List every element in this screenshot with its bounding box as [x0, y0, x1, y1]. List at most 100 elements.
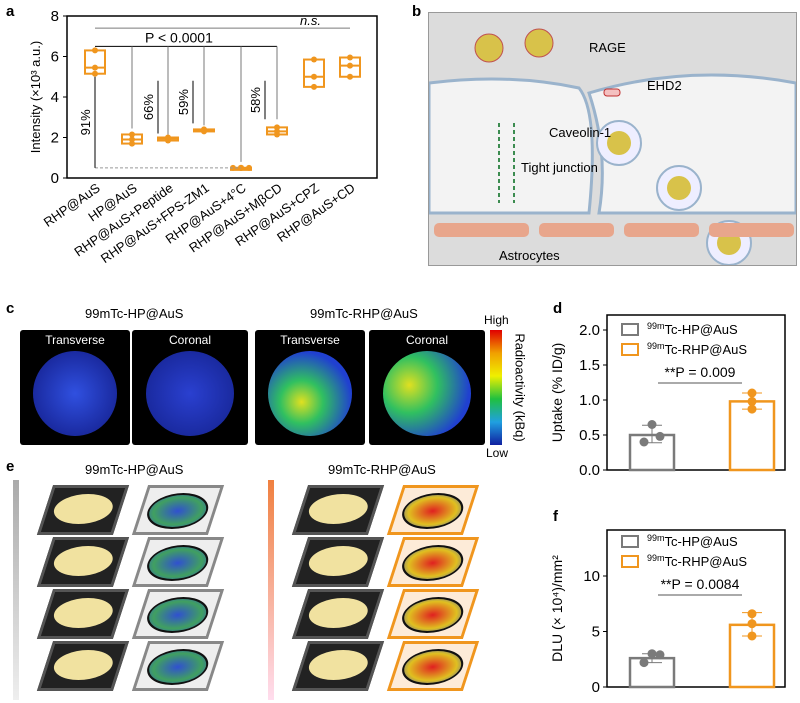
e-left-title: 99mTc-HP@AuS [85, 462, 184, 477]
label-astrocytes: Astrocytes [499, 248, 560, 263]
data-point [747, 404, 757, 414]
p-value-label: P < 0.0001 [145, 29, 213, 45]
colorbar [490, 330, 502, 445]
data-point [347, 62, 353, 69]
y-tick-label: 8 [51, 8, 59, 25]
data-point [201, 127, 207, 134]
orange-arrow [268, 480, 274, 700]
y-tick-label: 1.0 [579, 392, 600, 409]
panel-label-d: d [553, 300, 563, 317]
ns-label: n.s. [300, 13, 321, 28]
panel-label-a: a [6, 3, 15, 20]
brain-slice-photo [36, 485, 130, 535]
data-point [311, 56, 317, 63]
y-tick-label: 6 [51, 49, 59, 66]
y-tick-label: 0.0 [579, 462, 600, 479]
data-point [747, 396, 757, 406]
y-tick-label: 2.0 [579, 322, 600, 339]
c-left-title: 99mTc-HP@AuS [85, 306, 184, 321]
panel-label-f: f [553, 508, 558, 525]
view-label: Coronal [405, 333, 449, 347]
brain-slice-autoradiograph [131, 589, 225, 639]
data-point [655, 650, 665, 660]
data-point [246, 164, 252, 171]
brain-slice-autoradiograph [386, 641, 480, 691]
chart-f: 0 5 10 DLU (× 10⁴)/mm² 99mTc-HP@AuS 99mTc-RHP… [549, 529, 786, 696]
data-point [92, 64, 98, 71]
bbb-schematic: RAGE EHD2 Caveolin-1 Tight junction Astr… [427, 12, 798, 266]
legend-swatch [621, 555, 639, 568]
legend-label: 99mTc-HP@AuS [647, 533, 738, 549]
data-point [274, 131, 280, 138]
y-tick-label: 0 [51, 170, 59, 187]
brain-slice-autoradiograph [386, 485, 480, 535]
data-point [129, 140, 135, 147]
y-tick-label: 0.5 [579, 427, 600, 444]
legend-label: 99mTc-RHP@AuS [647, 553, 747, 569]
label-rage: RAGE [589, 40, 626, 55]
colorbar-low: Low [486, 446, 509, 460]
y-tick-label: 5 [592, 624, 600, 641]
panel-label-b: b [412, 3, 422, 20]
y-tick-label: 2 [51, 130, 59, 147]
panel-label-e: e [6, 458, 15, 475]
brain-slice-photo [291, 641, 385, 691]
data-point [347, 73, 353, 80]
brain-slice-autoradiograph [131, 641, 225, 691]
legend-label: 99mTc-HP@AuS [647, 321, 738, 337]
y-axis-label: DLU (× 10⁴)/mm² [549, 555, 565, 662]
colorbar-high: High [484, 313, 509, 327]
c-right-title: 99mTc-RHP@AuS [310, 306, 418, 321]
schematic-shapes [427, 28, 798, 266]
y-tick-label: 10 [583, 568, 600, 585]
data-point [747, 388, 757, 398]
legend-swatch [621, 323, 639, 336]
significance-label: **P = 0.0084 [661, 576, 740, 592]
box [303, 58, 325, 88]
legend-swatch [621, 343, 639, 356]
brain-slice-photo [291, 537, 385, 587]
chart-d: 0.0 0.5 1.0 1.5 2.0 Uptake (% ID/g) 99mTc-HP@A… [549, 314, 786, 479]
view-label: Transverse [280, 333, 340, 347]
data-point [747, 631, 757, 641]
data-point [639, 658, 649, 668]
spect-rhp-transverse: Transverse [255, 330, 365, 445]
data-point [655, 431, 665, 441]
brain-slice-autoradiograph [131, 485, 225, 535]
e-right-title: 99mTc-RHP@AuS [328, 462, 436, 477]
brain-slice-autoradiograph [131, 537, 225, 587]
plot-frame [606, 529, 786, 688]
data-point [311, 83, 317, 90]
legend-swatch [621, 535, 639, 548]
data-point [347, 54, 353, 61]
reduction-label: 58% [248, 87, 263, 113]
significance-label: **P = 0.009 [665, 364, 736, 380]
spect-hp-transverse: Transverse [20, 330, 130, 445]
spect-hp-coronal: Coronal [132, 330, 248, 445]
brain-slice-photo [36, 641, 130, 691]
data-point [747, 619, 757, 629]
data-point [647, 420, 657, 429]
plot-frame [606, 314, 786, 471]
data-point [747, 609, 757, 619]
data-point [92, 47, 98, 54]
label-ehd2: EHD2 [647, 78, 682, 93]
view-label: Transverse [45, 333, 105, 347]
y-tick-label: 1.5 [579, 357, 600, 374]
data-point [311, 73, 317, 80]
gray-arrow [13, 480, 19, 700]
reduction-label: 59% [176, 89, 191, 115]
y-axis-label: Uptake (% ID/g) [549, 343, 565, 443]
label-tight-junction: Tight junction [521, 160, 598, 175]
data-point [165, 134, 171, 141]
y-tick-label: 0 [592, 679, 600, 696]
brain-slice-autoradiograph [386, 537, 480, 587]
brain-slice-photo [291, 485, 385, 535]
label-caveolin: Caveolin-1 [549, 125, 612, 140]
spect-rhp-coronal: Coronal [369, 330, 485, 445]
data-point [647, 649, 657, 659]
reduction-label: 66% [141, 94, 156, 120]
brain-slice-photo [36, 537, 130, 587]
